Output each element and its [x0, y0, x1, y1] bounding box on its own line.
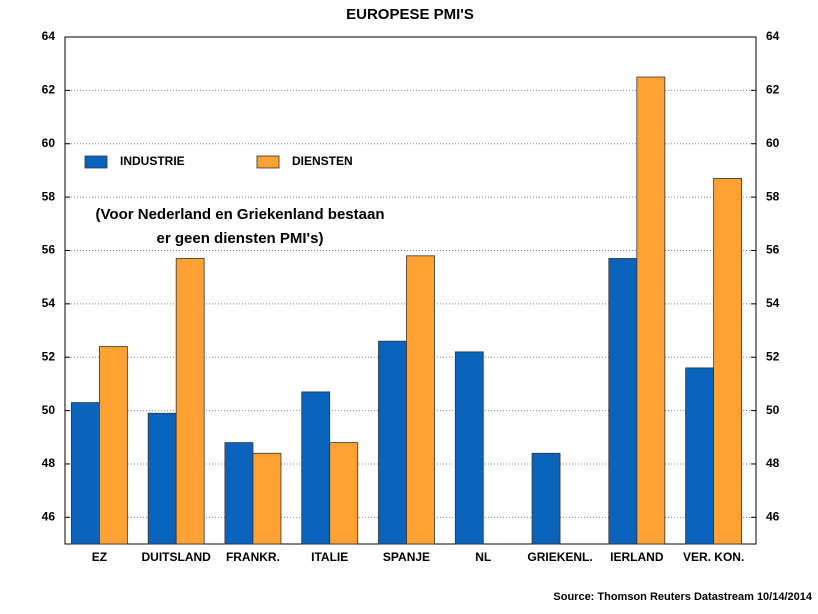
- legend-swatch: [84, 155, 108, 169]
- x-tick-label: ITALIE: [311, 550, 348, 564]
- x-tick-label: VER. KON.: [683, 550, 744, 564]
- legend-swatch: [256, 155, 280, 169]
- x-tick-label: SPANJE: [383, 550, 430, 564]
- y-tick-label: 62: [42, 83, 56, 97]
- annotation: (Voor Nederland en Griekenland bestaan: [96, 206, 385, 223]
- bar: [175, 258, 205, 545]
- x-tick-label: FRANKR.: [226, 550, 280, 564]
- y2-tick-label: 64: [766, 29, 780, 43]
- y2-tick-label: 62: [766, 83, 780, 97]
- legend-label: DIENSTEN: [292, 154, 353, 168]
- bar: [301, 391, 331, 545]
- bar: [252, 452, 282, 545]
- x-tick-label: IERLAND: [610, 550, 664, 564]
- y-tick-label: 64: [42, 29, 56, 43]
- y2-tick-label: 58: [766, 189, 780, 203]
- y2-tick-label: 60: [766, 136, 780, 150]
- annotation: er geen diensten PMI's): [157, 230, 324, 247]
- chart-title: EUROPESE PMI'S: [346, 6, 474, 23]
- y-tick-label: 54: [42, 296, 56, 310]
- y-tick-label: 48: [42, 456, 56, 470]
- bar: [713, 178, 743, 545]
- bar: [531, 452, 561, 545]
- bar: [70, 402, 100, 545]
- bar: [378, 340, 407, 545]
- y2-tick-label: 48: [766, 456, 780, 470]
- y2-tick-label: 50: [766, 403, 780, 417]
- y-tick-label: 52: [42, 349, 56, 363]
- y2-tick-label: 46: [766, 509, 780, 523]
- bar: [454, 351, 484, 545]
- bar: [636, 76, 666, 545]
- x-tick-label: DUITSLAND: [142, 550, 212, 564]
- y-tick-label: 46: [42, 509, 56, 523]
- bar: [685, 367, 715, 545]
- bar: [224, 442, 254, 545]
- bar: [406, 255, 435, 545]
- y-tick-label: 50: [42, 403, 56, 417]
- bar: [329, 442, 359, 545]
- x-tick-label: NL: [475, 550, 491, 564]
- bar: [608, 258, 638, 545]
- y2-tick-label: 54: [766, 296, 780, 310]
- y2-tick-label: 52: [766, 349, 780, 363]
- bar: [98, 346, 128, 545]
- x-tick-label: GRIEKENL.: [527, 550, 592, 564]
- bar: [147, 412, 177, 545]
- legend-label: INDUSTRIE: [120, 154, 185, 168]
- y2-tick-label: 56: [766, 243, 780, 257]
- y-tick-label: 56: [42, 243, 56, 257]
- x-tick-label: EZ: [92, 550, 107, 564]
- y-tick-label: 58: [42, 189, 56, 203]
- source: Source: Thomson Reuters Datastream 10/14…: [553, 591, 812, 603]
- y-tick-label: 60: [42, 136, 56, 150]
